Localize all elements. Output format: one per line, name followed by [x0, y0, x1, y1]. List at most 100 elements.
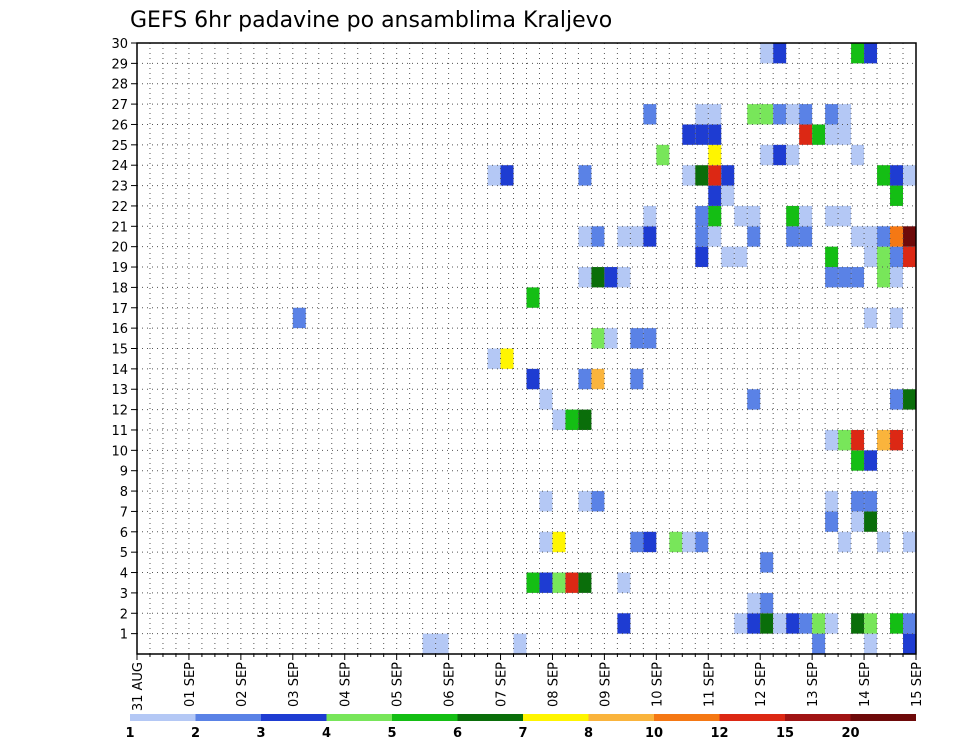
heatmap-cell [825, 246, 839, 268]
heatmap-cell [591, 491, 605, 512]
y-tick-label: 28 [111, 78, 128, 93]
heatmap-cell [695, 104, 709, 125]
heatmap-cell [643, 205, 657, 227]
colorbar-swatch [850, 714, 916, 721]
heatmap-cell [669, 531, 683, 553]
y-tick-label: 14 [111, 363, 128, 378]
heatmap-cell [617, 613, 631, 634]
heatmap-cell [708, 165, 722, 186]
heatmap-cell [617, 572, 631, 593]
heatmap-cell [708, 124, 722, 145]
heatmap-cell [903, 389, 916, 410]
y-tick-label: 10 [111, 444, 128, 459]
heatmap-cell [890, 165, 904, 186]
heatmap-cell [617, 226, 631, 247]
heatmap-cell [721, 165, 735, 186]
colorbar-label: 8 [584, 726, 593, 741]
y-tick-label: 18 [111, 281, 128, 296]
heatmap-cell [747, 104, 761, 125]
heatmap-cell [747, 205, 761, 227]
chart-title: GEFS 6hr padavine po ansamblima Kraljevo [130, 8, 612, 33]
heatmap-cell [500, 348, 514, 369]
heatmap-cell [578, 491, 592, 512]
heatmap-cell [864, 43, 878, 64]
y-tick-label: 12 [111, 404, 128, 419]
colorbar-label: 1 [125, 726, 134, 741]
heatmap-cell [747, 226, 761, 247]
heatmap-cell [539, 572, 553, 593]
colorbar-swatch [195, 714, 261, 721]
heatmap-cell [838, 267, 852, 288]
heatmap-cell [825, 511, 839, 532]
colorbar-swatch [523, 714, 589, 721]
heatmap-cell [721, 246, 735, 268]
heatmap-cell [630, 531, 644, 553]
heatmap-cell [812, 633, 826, 654]
heatmap-cell [695, 531, 709, 553]
heatmap-cell [877, 267, 891, 288]
colorbar-swatch [719, 714, 785, 721]
heatmap-cells [292, 43, 916, 654]
x-tick-label: 10 SEP [650, 662, 665, 707]
y-tick-label: 11 [111, 424, 128, 439]
heatmap-cell [591, 328, 605, 349]
y-tick-label: 17 [111, 302, 128, 317]
heatmap-cell [864, 246, 878, 268]
colorbar: 1 2 3 4 5 6 7 8 10 12 15 20 [125, 714, 916, 741]
heatmap-cell [591, 368, 605, 390]
y-tick-label: 8 [120, 485, 128, 500]
heatmap-cell [578, 226, 592, 247]
heatmap-cell [851, 450, 865, 471]
y-tick-label: 13 [111, 383, 128, 398]
heatmap-cell [890, 246, 904, 268]
y-tick-label: 21 [111, 220, 128, 235]
heatmap-cell [747, 613, 761, 634]
colorbar-swatch [392, 714, 458, 721]
heatmap-cell [903, 613, 916, 634]
heatmap-cell [721, 185, 735, 206]
heatmap-cell [890, 267, 904, 288]
y-tick-label: 1 [120, 628, 128, 643]
heatmap-cell [851, 43, 865, 64]
heatmap-cell [695, 124, 709, 145]
colorbar-swatch [457, 714, 523, 721]
heatmap-cell [552, 409, 566, 430]
heatmap-cell [851, 267, 865, 288]
y-tick-label: 30 [111, 37, 128, 52]
y-tick-label: 2 [120, 607, 128, 622]
heatmap-cell [552, 531, 566, 553]
heatmap-cell [513, 633, 527, 654]
x-tick-label: 08 SEP [546, 662, 561, 707]
heatmap-cell [760, 104, 774, 125]
y-tick-label: 25 [111, 139, 128, 154]
heatmap-cell [656, 144, 670, 166]
heatmap-cell [630, 226, 644, 247]
heatmap-cell [877, 165, 891, 186]
colorbar-label: 3 [256, 726, 265, 741]
y-tick-label: 26 [111, 118, 128, 133]
heatmap-cell [825, 124, 839, 145]
heatmap-cell [526, 572, 540, 593]
heatmap-cell [812, 613, 826, 634]
heatmap-cell [630, 368, 644, 390]
heatmap-cell [786, 613, 800, 634]
x-tick-label: 07 SEP [495, 662, 510, 707]
x-tick-label: 12 SEP [754, 662, 769, 707]
heatmap-cell [292, 307, 306, 329]
heatmap-cell [851, 429, 865, 451]
heatmap-cell [890, 185, 904, 206]
heatmap-cell [604, 328, 618, 349]
x-tick-label: 03 SEP [287, 662, 302, 707]
heatmap-cell [799, 205, 813, 227]
heatmap-cell [786, 104, 800, 125]
heatmap-cell [643, 104, 657, 125]
colorbar-swatch [654, 714, 720, 721]
y-tick-label: 19 [111, 261, 128, 276]
heatmap-cell [708, 104, 722, 125]
y-tick-label: 22 [111, 200, 128, 215]
heatmap-cell [864, 226, 878, 247]
y-tick-label: 7 [120, 505, 128, 520]
heatmap-cell [864, 491, 878, 512]
heatmap-cell [838, 531, 852, 553]
heatmap-cell [838, 429, 852, 451]
